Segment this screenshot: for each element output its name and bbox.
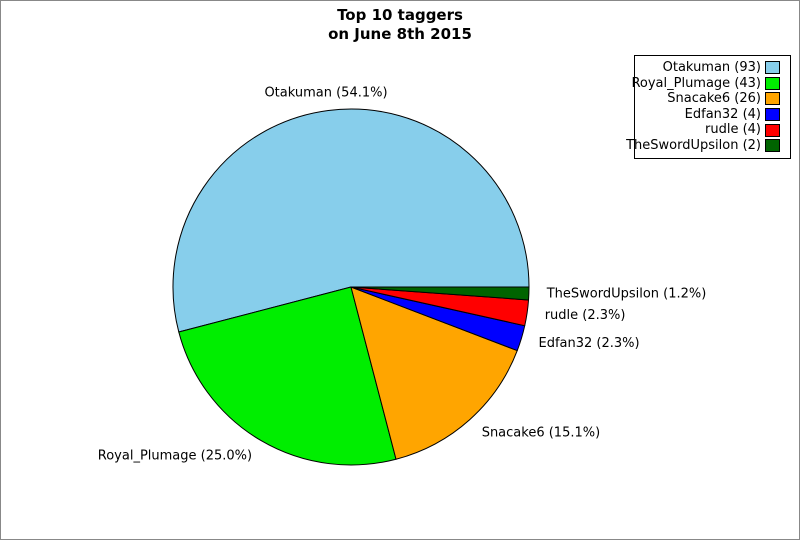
legend-label: Otakuman (93) (662, 60, 761, 75)
legend-label: Royal_Plumage (43) (631, 75, 761, 91)
legend-color-swatch-icon (765, 76, 780, 90)
slice-label-Royal_Plumage: Royal_Plumage (25.0%) (98, 449, 252, 464)
legend-label: rudle (4) (705, 122, 761, 138)
legend-item-Royal_Plumage: Royal_Plumage (43) (631, 76, 780, 92)
legend-label: Snacake6 (26) (667, 91, 761, 107)
legend-color-swatch-icon (765, 123, 780, 137)
pie-slice-Otakuman (172, 108, 530, 333)
pie-slice-Snacake6 (350, 286, 518, 460)
slice-label-TheSwordUpsilon: TheSwordUpsilon (1.2%) (546, 287, 707, 302)
legend-item-rudle: rudle (4) (639, 122, 780, 138)
legend-color-swatch-icon (765, 108, 780, 122)
legend: Otakuman (93) Royal_Plumage (43) Snacake6 … (626, 55, 791, 159)
slice-label-Otakuman: Otakuman (54.1%) (264, 85, 387, 100)
pie-slice-Royal_Plumage (178, 286, 397, 466)
legend-color-swatch-icon (765, 92, 780, 106)
legend-label: TheSwordUpsilon (2) (626, 137, 761, 153)
legend-item-TheSwordUpsilon: TheSwordUpsilon (2) (626, 138, 780, 154)
pie-slice-TheSwordUpsilon (350, 286, 530, 301)
legend-color-swatch-icon (765, 61, 780, 75)
slice-label-Edfan32: Edfan32 (2.3%) (539, 336, 640, 351)
legend-item-Snacake6: Snacake6 (26) (639, 91, 780, 107)
slice-label-rudle: rudle (2.3%) (545, 308, 626, 323)
legend-item-Otakuman: Otakuman (93) (639, 60, 780, 76)
slice-label-Snacake6: Snacake6 (15.1%) (482, 425, 600, 440)
chart-title: Top 10 taggers on June 8th 2015 (1, 6, 799, 44)
legend-item-Edfan32: Edfan32 (4) (639, 107, 780, 123)
chart-title-line-1: Top 10 taggers (337, 6, 463, 24)
chart-title-line-2: on June 8th 2015 (328, 25, 472, 43)
legend-label: Edfan32 (4) (684, 106, 761, 122)
legend-color-swatch-icon (765, 139, 780, 153)
